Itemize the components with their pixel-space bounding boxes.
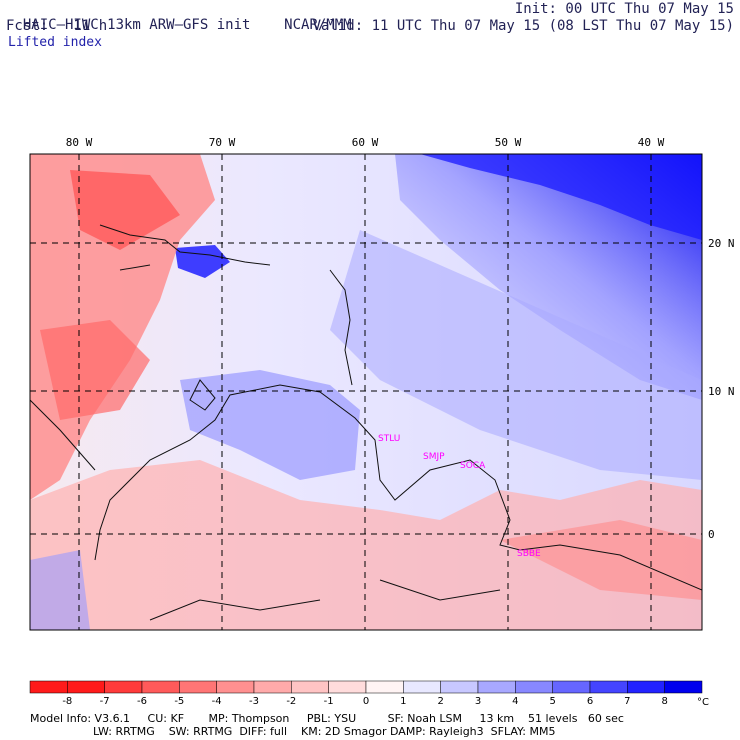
colorbar-swatch (403, 680, 441, 694)
field-name: Lifted index (8, 35, 102, 50)
colorbar-swatch (664, 680, 703, 694)
colorbar-tick-label: 8 (661, 696, 667, 707)
colorbar-swatch (104, 680, 143, 694)
lon-label: 40 W (638, 136, 665, 149)
colorbar-swatch (477, 680, 516, 694)
colorbar-swatch (291, 680, 329, 694)
map-title: HAIC–HIWC 13km ARW–GFS init NCAR/MMM (6, 1, 352, 33)
colorbar-swatch (179, 680, 217, 694)
colorbar-tick-label: 1 (400, 696, 406, 707)
colorbar-swatch (67, 680, 105, 694)
colorbar-tick-label: 3 (475, 696, 481, 707)
init-time: Init: 00 UTC Thu 07 May 15 (514, 1, 734, 17)
valid-time: Valid: 11 UTC Thu 07 May 15 (08 LST Thu … (312, 18, 734, 34)
model-title: HAIC–HIWC 13km ARW–GFS init (22, 17, 251, 33)
colorbar-swatch (253, 680, 292, 694)
colorbar-swatch (589, 680, 628, 694)
colorbar-tick-label: 7 (624, 696, 630, 707)
colorbar-tick-label: 4 (512, 696, 518, 707)
lat-label: 20 N (708, 237, 735, 250)
lat-label: 0 (708, 528, 715, 541)
lon-label: 60 W (352, 136, 379, 149)
colorbar-swatch (440, 680, 479, 694)
colorbar-tick-label: 5 (549, 696, 555, 707)
model-info-line1: Model Info: V3.6.1 CU: KF MP: Thompson P… (30, 712, 624, 725)
lat-label: 10 N (708, 385, 735, 398)
station-label: SBBE (517, 549, 541, 559)
colorbar-swatch (515, 680, 553, 694)
colorbar-swatch (328, 680, 367, 694)
colorbar-swatch (365, 680, 404, 694)
colorbar-tick-label: -2 (286, 696, 296, 707)
station-label: SOCA (460, 461, 486, 471)
colorbar-unit: °C (697, 697, 709, 708)
colorbar-tick-label: 6 (587, 696, 593, 707)
colorbar-tick-label: 2 (437, 696, 443, 707)
colorbar-tick-label: -4 (212, 696, 222, 707)
colorbar-tick-label: -5 (174, 696, 184, 707)
colorbar-swatch (141, 680, 180, 694)
colorbar-swatch (29, 680, 68, 694)
colorbar-tick-label: 0 (363, 696, 369, 707)
lifted-index-field (30, 154, 702, 630)
org-label: NCAR/MMM (284, 17, 352, 33)
colorbar-swatch (627, 680, 665, 694)
lon-label: 70 W (209, 136, 236, 149)
colorbar-tick-label: -8 (62, 696, 72, 707)
colorbar-swatch (216, 680, 255, 694)
lon-label: 80 W (66, 136, 93, 149)
colorbar-tick-label: -3 (249, 696, 259, 707)
station-label: SMJP (423, 452, 445, 462)
forecast-hour: Fcst: 11 h (6, 18, 108, 34)
lon-label: 50 W (495, 136, 522, 149)
colorbar-tick-label: -7 (100, 696, 110, 707)
colorbar-tick-label: -1 (324, 696, 334, 707)
station-label: STLU (378, 434, 400, 444)
model-info-line2: LW: RRTMG SW: RRTMG DIFF: full KM: 2D Sm… (30, 725, 556, 738)
colorbar: -8 -7 -6 -5 -4 -3 -2 -1 0 1 2 3 4 5 6 7 8 (29, 680, 703, 707)
colorbar-tick-label: -6 (137, 696, 147, 707)
map-frame (29, 153, 703, 631)
colorbar-swatch (552, 680, 591, 694)
